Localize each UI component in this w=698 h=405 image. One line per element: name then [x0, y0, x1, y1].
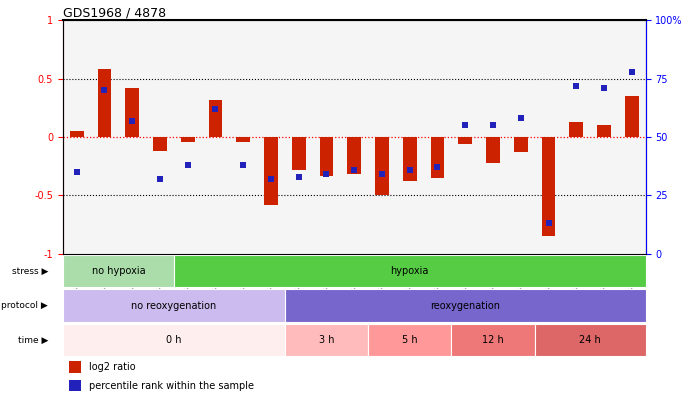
Bar [125, 88, 139, 137]
Bar [320, 137, 334, 175]
Bar [70, 131, 84, 137]
Bar [174, 255, 646, 287]
Bar [63, 324, 285, 356]
Text: 24 h: 24 h [579, 335, 601, 345]
Bar [570, 122, 584, 137]
Bar [98, 69, 112, 137]
Bar [542, 137, 556, 236]
Text: time ▶: time ▶ [18, 335, 48, 345]
Bar [403, 137, 417, 181]
Bar [368, 324, 452, 356]
Bar [63, 255, 174, 287]
Bar [68, 380, 82, 391]
Text: 0 h: 0 h [166, 335, 181, 345]
Bar [535, 324, 646, 356]
Bar [625, 96, 639, 137]
Bar [292, 137, 306, 170]
Bar [486, 137, 500, 163]
Bar [514, 137, 528, 152]
Bar [181, 137, 195, 142]
Bar [597, 125, 611, 137]
Text: GDS1968 / 4878: GDS1968 / 4878 [63, 6, 166, 19]
Text: 5 h: 5 h [402, 335, 417, 345]
Bar [431, 137, 445, 178]
Bar [68, 361, 82, 373]
Bar [153, 137, 167, 151]
Bar [452, 324, 535, 356]
Bar [209, 100, 223, 137]
Bar [285, 289, 646, 322]
Text: reoxygenation: reoxygenation [430, 301, 500, 311]
Text: no hypoxia: no hypoxia [91, 266, 145, 276]
Text: percentile rank within the sample: percentile rank within the sample [89, 381, 254, 390]
Text: protocol ▶: protocol ▶ [1, 301, 48, 310]
Text: hypoxia: hypoxia [391, 266, 429, 276]
Text: log2 ratio: log2 ratio [89, 362, 135, 372]
Text: 3 h: 3 h [319, 335, 334, 345]
Bar [237, 137, 250, 142]
Text: stress ▶: stress ▶ [12, 266, 48, 275]
Text: no reoxygenation: no reoxygenation [131, 301, 216, 311]
Text: 12 h: 12 h [482, 335, 504, 345]
Bar [63, 289, 285, 322]
Bar [285, 324, 368, 356]
Bar [375, 137, 389, 195]
Bar [264, 137, 278, 205]
Bar [459, 137, 472, 144]
Bar [348, 137, 361, 175]
